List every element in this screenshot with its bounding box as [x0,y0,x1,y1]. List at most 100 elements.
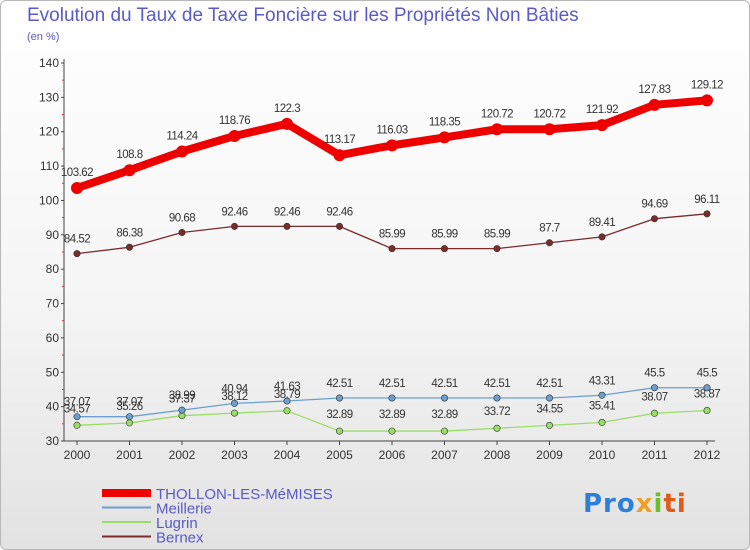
data-point [231,409,239,417]
data-label: 84.52 [64,234,90,246]
logo-part-1: Pro [583,489,636,519]
data-label: 38.07 [641,391,667,403]
y-tick-label: 40 [46,400,60,414]
data-label: 32.89 [379,409,405,421]
data-label: 38.87 [694,389,720,401]
data-point [650,384,658,392]
data-label: 90.68 [169,212,195,224]
data-point [126,413,134,421]
data-point [650,215,658,223]
x-tick-label: 2006 [379,448,406,462]
data-label: 127.83 [638,84,670,96]
data-point [493,245,501,253]
data-point [438,131,451,144]
y-tick-label: 30 [46,434,60,448]
y-tick-label: 70 [46,297,60,311]
data-label: 42.51 [431,378,457,390]
data-point [545,394,553,402]
x-tick-label: 2004 [274,448,301,462]
data-point [493,424,501,432]
data-label: 32.89 [431,409,457,421]
data-label: 94.69 [641,199,667,211]
data-label: 45.5 [697,368,717,380]
data-label: 85.99 [484,229,510,241]
data-point [228,129,241,142]
x-tick-label: 2001 [116,448,143,462]
data-label: 118.35 [429,116,460,128]
data-label: 120.72 [533,108,565,120]
data-label: 114.24 [166,131,198,143]
data-label: 42.51 [536,378,562,390]
data-point [73,250,81,258]
x-tick-label: 2002 [169,448,196,462]
data-point [281,117,293,130]
y-tick-label: 50 [46,365,60,379]
proxiti-logo: Proxiti [583,489,687,519]
chart-title: Evolution du Taux de Taxe Foncière sur l… [27,5,579,26]
data-label: 113.17 [324,134,355,146]
data-label: 37.07 [64,397,90,409]
legend-label: Meillerie [156,501,212,518]
y-tick-label: 130 [39,90,59,104]
data-label: 33.72 [484,406,510,418]
logo-part-4: ti [663,489,687,519]
data-point [71,182,83,195]
data-label: 45.5 [644,368,664,380]
data-label: 92.46 [274,206,300,218]
data-label: 85.99 [431,229,457,241]
y-tick-label: 140 [39,56,59,70]
data-label: 108.8 [116,149,142,161]
data-point [176,145,188,158]
data-label: 87.7 [539,223,559,235]
data-label: 41.63 [274,381,300,393]
x-tick-label: 2010 [589,448,616,462]
data-point [701,94,713,107]
x-tick-label: 2007 [431,448,458,462]
data-point [388,394,396,402]
data-point [335,222,343,230]
data-point [703,384,711,392]
data-point [543,123,556,136]
chart-subtitle: (en %) [27,31,60,43]
data-point [335,394,343,402]
data-point [231,399,239,407]
data-label: 89.41 [589,217,615,229]
data-point [703,407,711,415]
x-tick-label: 2003 [221,448,248,462]
logo-part-2: x [635,489,654,519]
data-label: 32.89 [326,409,352,421]
data-point [596,119,608,132]
data-point [388,427,396,435]
legend-label: Lugrin [156,515,198,532]
data-point [178,228,186,236]
data-label: 129.12 [691,79,723,91]
data-label: 92.46 [221,206,247,218]
data-point [598,418,606,426]
data-label: 85.99 [379,229,405,241]
data-point [703,210,711,218]
data-label: 37.37 [169,394,195,406]
data-label: 96.11 [694,194,720,206]
data-label: 38.12 [221,391,247,403]
data-label: 43.31 [589,375,615,387]
data-label: 38.99 [169,390,195,402]
data-label: 121.92 [586,104,618,116]
legend-label: THOLLON-LES-MéMISES [156,486,333,503]
data-point [73,413,81,421]
data-point [440,427,448,435]
data-point [545,239,553,247]
data-label: 38.79 [274,389,300,401]
data-point [231,222,239,230]
data-point [386,139,398,152]
data-point [126,243,134,251]
data-label: 120.72 [481,108,513,120]
data-label: 35.41 [589,400,615,412]
data-label: 118.76 [219,115,250,127]
data-point [440,394,448,402]
x-tick-label: 2005 [326,448,353,462]
data-point [440,245,448,253]
x-tick-label: 2008 [484,448,511,462]
x-tick-label: 2009 [536,448,563,462]
data-point [283,397,291,405]
